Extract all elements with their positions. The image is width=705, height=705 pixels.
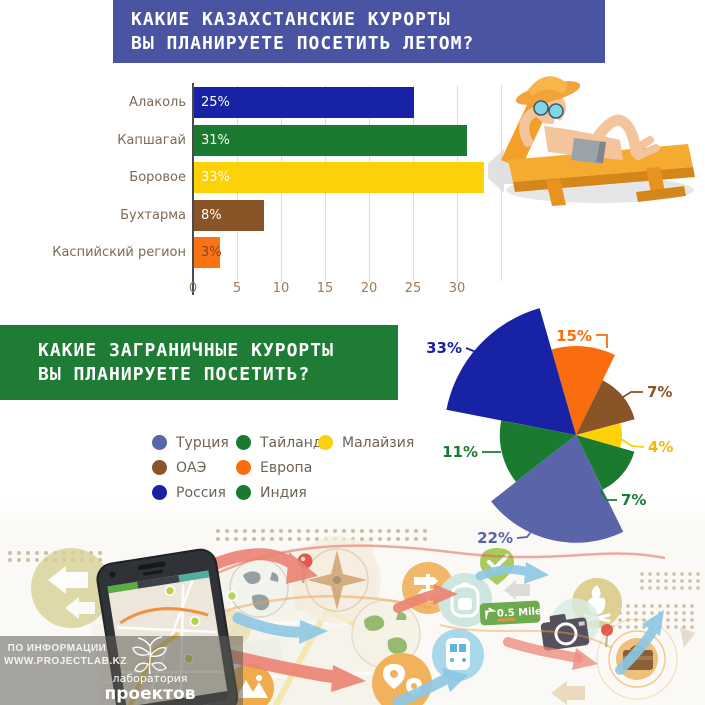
blue-arrows xyxy=(232,562,664,705)
category-label: Каспийский регион xyxy=(52,245,186,261)
compass-icon xyxy=(293,536,381,624)
pie-slice-Турция xyxy=(491,435,624,543)
bar-Алаколь: 25% xyxy=(194,87,414,118)
pie-slice-Тайланд xyxy=(576,435,635,490)
legend-label: Турция xyxy=(176,434,229,451)
legend-item-Тайланд: Тайланд xyxy=(236,435,323,451)
legend-dot xyxy=(152,485,167,500)
legend-dot xyxy=(236,435,251,450)
y-axis-line xyxy=(192,83,194,295)
pie-label-Индия: 11% xyxy=(442,443,478,461)
legend-dot xyxy=(152,435,167,450)
legend-label: Индия xyxy=(260,484,307,501)
chevron-arrow-tan xyxy=(551,681,585,705)
kazakh-resorts-bar-chart: 0 5 10 15 20 25 30 Алаколь 25% Капшагай 31% Боровое… xyxy=(0,70,705,310)
pie-label-leader xyxy=(599,489,617,501)
pie-slice-Европа xyxy=(551,346,615,435)
legend-label: Европа xyxy=(260,459,313,476)
x-tick-label: 15 xyxy=(316,281,334,296)
legend-dot xyxy=(236,460,251,475)
source-info: ПО ИНФОРМАЦИИ WWW.PROJECTLAB.KZ xyxy=(4,642,127,668)
source-info-line2: WWW.PROJECTLAB.KZ xyxy=(4,656,127,667)
section2-title-banner: КАКИЕ ЗАГРАНИЧНЫЕ КУРОРТЫ ВЫ ПЛАНИРУЕТЕ … xyxy=(0,325,398,400)
legend-dot xyxy=(152,460,167,475)
pie-slice-Индия xyxy=(499,420,576,482)
category-label: Алаколь xyxy=(129,95,186,110)
pie-label-leader xyxy=(516,526,536,539)
section1-title-line1: КАКИЕ КАЗАХСТАНСКИЕ КУРОРТЫ xyxy=(131,8,451,30)
foreign-resorts-rose-chart: 15% 7% 4% 7% 22% 11% 33% xyxy=(426,308,673,547)
dotted-pattern xyxy=(8,529,700,629)
x-tick-label: 10 xyxy=(272,281,290,296)
x-tick-label: 5 xyxy=(232,281,242,296)
bar-Каспийский регион: 3% xyxy=(194,237,222,269)
pie-label-Россия: 33% xyxy=(426,339,462,357)
legend-item-Европа: Европа xyxy=(236,460,318,476)
section1-title-banner: КАКИЕ КАЗАХСТАНСКИЕ КУРОРТЫ ВЫ ПЛАНИРУЕТ… xyxy=(113,0,605,63)
pie-label-leader xyxy=(596,334,608,348)
pie-label-leader xyxy=(619,391,643,400)
pie-legend: Турция Тайланд Малайзия ОАЭ Европа Россия Инди… xyxy=(152,430,452,505)
pie-label-leader xyxy=(620,438,645,448)
info-band xyxy=(0,636,243,705)
bar-value-label: 33% xyxy=(201,170,230,186)
legend-item-ОАЭ: ОАЭ xyxy=(152,460,236,476)
bar-Бухтарма: 8% xyxy=(194,199,265,231)
world-map-icon xyxy=(351,599,421,669)
bar-Капшагай: 31% xyxy=(194,124,467,156)
category-label: Боровое xyxy=(129,170,186,186)
section2-title-line1: КАКИЕ ЗАГРАНИЧНЫЕ КУРОРТЫ xyxy=(38,339,334,361)
logo-leaves-icon xyxy=(132,636,167,675)
pie-slice-Малайзия xyxy=(576,423,622,448)
pie-label-Малайзия: 4% xyxy=(648,438,673,456)
pie-label-leader xyxy=(465,347,497,361)
section2-title-line2: ВЫ ПЛАНИРУЕТЕ ПОСЕТИТЬ? xyxy=(38,363,311,385)
miles-sign: 0.5 Miles xyxy=(479,600,548,626)
legend-label: Россия xyxy=(176,484,226,501)
category-label: Бухтарма xyxy=(120,207,186,223)
legend-label: Малайзия xyxy=(342,434,415,451)
bar-value-label: 3% xyxy=(201,245,222,261)
legend-dot xyxy=(318,435,333,450)
route-line-orange-2 xyxy=(439,624,613,649)
category-label: Капшагай xyxy=(117,132,186,148)
bar-value-label: 8% xyxy=(201,207,222,223)
legend-item-Малайзия: Малайзия xyxy=(318,435,414,451)
logo-line1: лаборатория xyxy=(113,672,188,685)
pie-label-ОАЭ: 7% xyxy=(647,383,672,401)
direction-arrows-badge xyxy=(31,548,111,628)
legend-item-Турция: Турция xyxy=(152,435,236,451)
map-dot xyxy=(226,590,238,602)
pie-label-Европа: 15% xyxy=(556,327,592,345)
x-tick-label: 20 xyxy=(360,281,378,296)
chevron-arrow-gray xyxy=(504,580,530,600)
camera-icon xyxy=(540,598,600,651)
train-icon xyxy=(432,629,484,681)
bar-Боровое: 33% xyxy=(194,162,485,194)
x-tick-label: 0 xyxy=(188,281,198,296)
logo-line2: проектов xyxy=(105,684,196,704)
x-tick-label: 30 xyxy=(448,281,466,296)
legend-item-Индия: Индия xyxy=(236,485,318,501)
x-tick-label: 25 xyxy=(404,281,422,296)
pie-slice-Россия xyxy=(446,308,576,435)
legend-dot xyxy=(236,485,251,500)
bar-value-label: 25% xyxy=(201,95,230,110)
bar-value-label: 31% xyxy=(201,132,230,148)
sunbathing-man-illustration xyxy=(488,76,695,206)
legend-item-Россия: Россия xyxy=(152,485,236,501)
pie-label-Турция: 22% xyxy=(477,529,513,547)
decor-triangle xyxy=(680,627,695,648)
legend-label: ОАЭ xyxy=(176,459,207,476)
miles-sign-label: 0.5 Miles xyxy=(497,606,548,620)
legend-label: Тайланд xyxy=(260,434,323,451)
backpack-icon xyxy=(438,573,492,627)
source-info-line1: ПО ИНФОРМАЦИИ xyxy=(7,643,107,654)
pie-label-Тайланд: 7% xyxy=(621,491,646,509)
pie-slice-ОАЭ xyxy=(576,380,635,435)
section1-title-line2: ВЫ ПЛАНИРУЕТЕ ПОСЕТИТЬ ЛЕТОМ? xyxy=(131,32,475,54)
map-pin-red-small xyxy=(601,624,613,648)
globe-icon xyxy=(229,558,289,618)
